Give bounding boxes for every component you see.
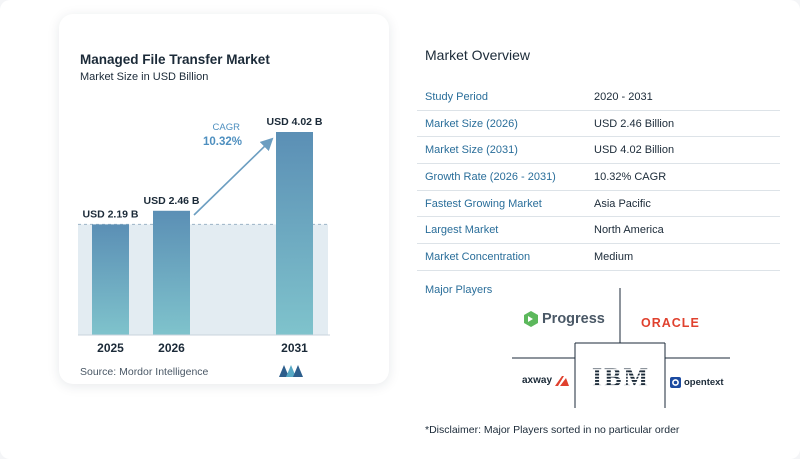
data-label: USD 2.46 B — [143, 195, 199, 207]
axway-logo: axway — [522, 375, 570, 386]
disclaimer: *Disclaimer: Major Players sorted in no … — [425, 424, 680, 436]
cagr-arrow — [193, 137, 274, 216]
players-title: Major Players — [425, 284, 493, 296]
overview-row: Largest Market North America — [417, 217, 780, 245]
cagr-value: 10.32% — [203, 136, 242, 148]
overview-row: Market Size (2031) USD 4.02 Billion — [417, 137, 780, 165]
overview-table: Study Period 2020 - 2031 Market Size (2026… — [417, 84, 780, 271]
overview-row-label: Growth Rate (2026 - 2031) — [425, 171, 556, 184]
data-label: USD 4.02 B — [266, 116, 322, 128]
oracle-logo-text: ORACLE — [641, 316, 700, 330]
overview-row-label: Largest Market — [425, 224, 499, 237]
progress-mark-icon — [524, 311, 538, 327]
bar-2031 — [276, 132, 313, 335]
overview-row-value: Medium — [594, 251, 634, 264]
opentext-logo: opentext — [670, 377, 724, 388]
x-tick-label: 2026 — [158, 341, 185, 355]
overview-row: Fastest Growing Market Asia Pacific — [417, 191, 780, 218]
chart-title: Managed File Transfer Market — [80, 52, 270, 67]
cagr-label: CAGR — [213, 122, 241, 133]
progress-logo-text: Progress — [542, 311, 605, 327]
overview-row-value: North America — [594, 224, 664, 237]
chart-subtitle: Market Size in USD Billion — [80, 71, 209, 83]
overview-title: Market Overview — [425, 47, 531, 63]
source-note: Source: Mordor Intelligence — [80, 366, 209, 378]
overview-row-label: Market Size (2031) — [425, 144, 518, 157]
overview-row-label: Fastest Growing Market — [425, 197, 542, 210]
overview-row-value: 10.32% CAGR — [594, 171, 667, 184]
overview-row: Study Period 2020 - 2031 — [417, 84, 780, 111]
oracle-logo: ORACLE — [641, 316, 700, 330]
ibm-logo-mark: IBM — [592, 364, 650, 390]
overview-row-value: USD 2.46 Billion — [594, 117, 675, 130]
mordor-intelligence-logo — [279, 365, 303, 377]
overview-row: Growth Rate (2026 - 2031) 10.32% CAGR — [417, 164, 780, 191]
overview-row-label: Market Concentration — [425, 251, 531, 264]
bar-2025 — [92, 224, 129, 335]
overview-row-label: Market Size (2026) — [425, 117, 518, 130]
axway-logo-text: axway — [522, 375, 553, 386]
opentext-mark-icon — [670, 377, 681, 388]
data-label: USD 2.19 B — [82, 208, 138, 220]
overview-row-value: Asia Pacific — [594, 197, 651, 210]
progress-logo: Progress — [522, 311, 605, 327]
overview-row: Market Concentration Medium — [417, 244, 780, 271]
x-tick-label: 2025 — [97, 341, 124, 355]
overview-row: Market Size (2026) USD 2.46 Billion — [417, 111, 780, 138]
ibm-logo: IBM — [589, 364, 653, 390]
svg-text:IBM: IBM — [592, 364, 650, 390]
bar-chart: USD 2.19 B 2025 USD 2.46 B 2026 USD 4.02 B 20… — [78, 116, 330, 355]
axway-mark-icon — [555, 375, 570, 386]
opentext-logo-text: opentext — [684, 377, 724, 388]
overview-row-value: 2020 - 2031 — [594, 91, 653, 103]
x-tick-label: 2031 — [281, 341, 308, 355]
overview-row-label: Study Period — [425, 91, 488, 103]
bar-2026 — [153, 210, 190, 335]
overview-row-value: USD 4.02 Billion — [594, 144, 675, 157]
